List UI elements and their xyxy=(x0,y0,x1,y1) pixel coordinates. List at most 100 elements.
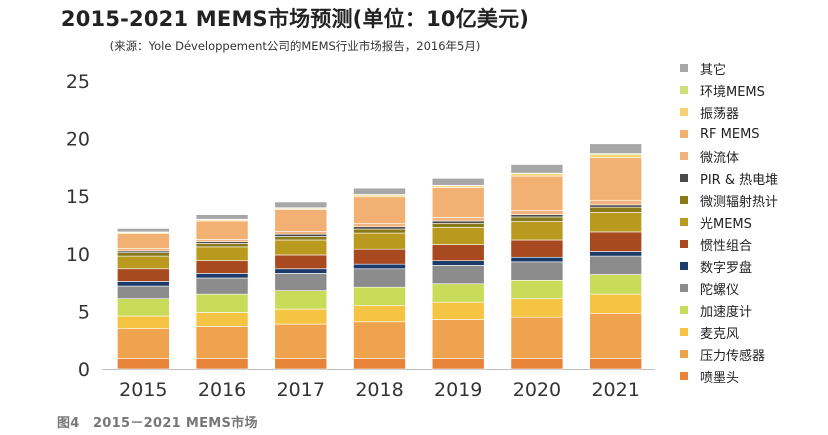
bar-segment xyxy=(353,268,406,288)
legend-swatch xyxy=(680,372,688,380)
bar-segment xyxy=(274,254,328,270)
bar-segment xyxy=(117,228,170,233)
bar-segment xyxy=(353,187,406,195)
legend-item: 环境MEMS xyxy=(680,81,765,100)
x-tick-label: 2018 xyxy=(355,379,403,401)
legend-item: 微流体 xyxy=(680,147,739,166)
chart-title: 2015-2021 MEMS市场预测(单位：10亿美元) xyxy=(60,7,530,31)
bar-segment xyxy=(353,196,406,224)
bar-stack xyxy=(589,143,642,370)
bar-segment xyxy=(117,233,170,249)
legend-swatch xyxy=(680,262,688,270)
bar-segment xyxy=(589,157,642,201)
legend-item: 微测辐射热计 xyxy=(680,191,778,210)
bar-stack xyxy=(510,164,564,370)
legend-item: 喷墨头 xyxy=(680,367,739,386)
bar-segment xyxy=(431,227,485,245)
legend-label: 压力传感器 xyxy=(700,348,766,364)
bar-segment xyxy=(510,216,564,222)
bar-segment xyxy=(353,222,406,228)
legend-swatch xyxy=(680,196,688,204)
bar-segment xyxy=(274,268,328,274)
legend-item: 惯性组合 xyxy=(680,235,752,254)
x-tick-label: 2021 xyxy=(591,379,639,401)
bar-segment xyxy=(431,265,485,285)
legend-swatch xyxy=(680,284,688,292)
legend-swatch xyxy=(680,108,688,116)
bar-stack xyxy=(431,178,485,370)
bar-segment xyxy=(589,313,642,359)
bar-segment xyxy=(117,315,170,329)
legend-swatch xyxy=(680,64,688,72)
legend-swatch xyxy=(680,240,688,248)
bar-segment xyxy=(589,206,642,213)
legend-swatch xyxy=(680,130,688,138)
legend-item: RF MEMS xyxy=(680,125,760,143)
legend-swatch xyxy=(680,86,688,94)
legend-item: 数字罗盘 xyxy=(680,257,752,276)
bar-segment xyxy=(431,301,485,320)
x-tick-label: 2017 xyxy=(277,379,325,401)
legend-item: 压力传感器 xyxy=(680,345,766,364)
y-tick-label: 25 xyxy=(66,71,90,93)
bar-segment xyxy=(510,214,564,218)
figure-caption: 图4 2015－2021 MEMS市场 xyxy=(57,416,258,431)
bar-segment xyxy=(195,246,249,262)
bar-segment xyxy=(431,260,485,266)
bar-segment xyxy=(274,290,328,310)
bar-segment xyxy=(353,305,406,323)
bar-segment xyxy=(274,239,328,256)
bar-segment xyxy=(117,255,170,270)
legend-label: RF MEMS xyxy=(700,126,760,142)
bar-segment xyxy=(274,233,328,237)
bar-segment xyxy=(353,321,406,359)
bar-segment xyxy=(274,323,328,359)
bar-segment xyxy=(274,358,328,370)
legend-label: 陀螺仪 xyxy=(700,282,740,298)
bar-stack xyxy=(353,187,406,370)
bar-segment xyxy=(274,209,328,232)
bar-segment xyxy=(431,222,485,228)
x-tick-label: 2020 xyxy=(513,379,561,401)
y-tick-label: 15 xyxy=(66,186,90,208)
x-tick-label: 2019 xyxy=(434,379,482,401)
bar-segment xyxy=(117,285,170,300)
bar-segment xyxy=(117,252,170,257)
bar-segment xyxy=(195,358,249,370)
y-tick-label: 10 xyxy=(66,244,90,266)
legend-item: 光MEMS xyxy=(680,213,752,232)
bar-segment xyxy=(274,201,328,209)
bar-segment xyxy=(510,210,564,215)
bar-segment xyxy=(274,308,328,325)
bar-segment xyxy=(117,328,170,359)
legend-label: 加速度计 xyxy=(700,304,753,320)
legend-swatch xyxy=(680,328,688,336)
bar-segment xyxy=(589,199,642,206)
legend-label: 其它 xyxy=(700,62,727,78)
bar-segment xyxy=(274,236,328,241)
legend-item: 振荡器 xyxy=(680,103,740,122)
bar-segment xyxy=(510,358,564,370)
bar-segment xyxy=(274,231,328,235)
legend-swatch xyxy=(680,174,688,182)
bar-segment xyxy=(589,274,642,295)
bar-segment xyxy=(431,220,485,224)
bar-segment xyxy=(195,243,249,248)
bar-segment xyxy=(510,175,564,211)
legend-swatch xyxy=(680,152,688,160)
bar-segment xyxy=(195,239,249,243)
bar-segment xyxy=(195,273,249,279)
bar-segment xyxy=(589,154,642,158)
bar-segment xyxy=(353,248,406,265)
legend-item: 其它 xyxy=(680,59,727,78)
legend-label: 振荡器 xyxy=(700,106,740,122)
bar-segment xyxy=(117,268,170,282)
bar-segment xyxy=(195,293,249,313)
bar-segment xyxy=(510,298,564,318)
bar-segment xyxy=(431,187,485,218)
bar-segment xyxy=(431,283,485,303)
bar-segment xyxy=(353,228,406,234)
x-tick-label: 2015 xyxy=(119,379,167,401)
bar-segment xyxy=(510,221,564,241)
